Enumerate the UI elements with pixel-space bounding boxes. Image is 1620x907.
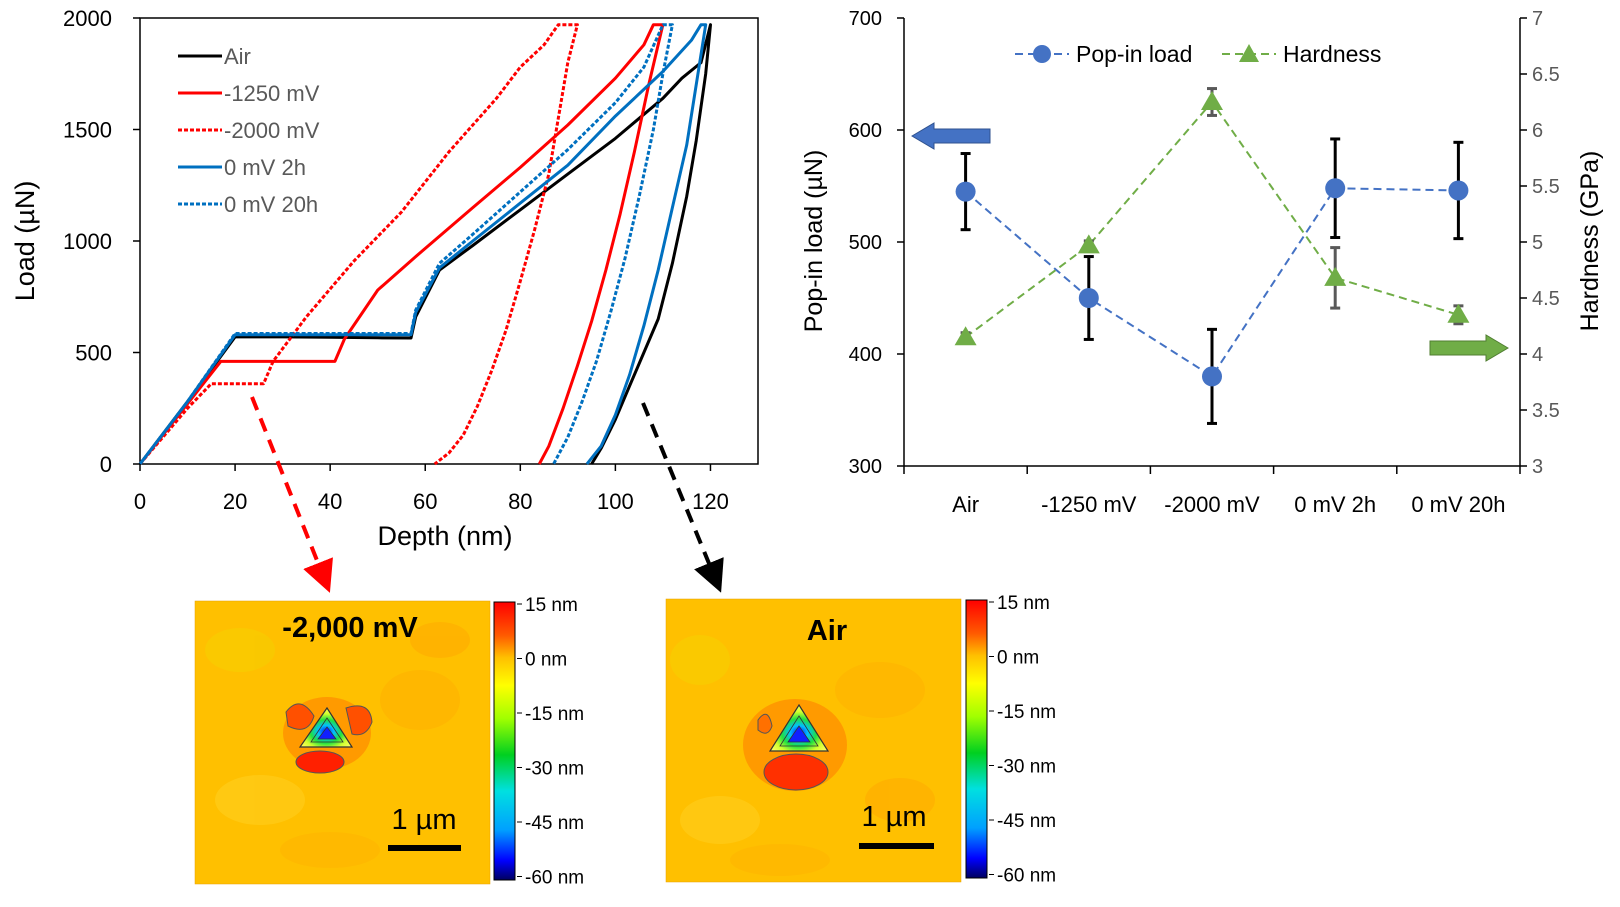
colorbar-label: 0 nm: [997, 648, 1039, 669]
colorbar-label: 15 nm: [525, 595, 578, 616]
scale-bar-label: 1 µm: [391, 804, 456, 836]
hardness-point: [1447, 303, 1470, 323]
hardness-line: [965, 100, 1459, 339]
colorbar-label: 15 nm: [997, 593, 1050, 614]
x-tick-label: 120: [692, 489, 729, 514]
popin-line: [964, 187, 1459, 378]
colorbar-label: -30 nm: [525, 759, 584, 780]
y-tick-label: 2000: [63, 6, 112, 31]
right-axis-arrow-icon: [1429, 334, 1509, 362]
hardness-point: [1201, 91, 1223, 110]
y-axis-label: Pop-in load (µN): [800, 150, 828, 333]
hardness-point: [1324, 266, 1347, 286]
y-tick-label: 500: [75, 341, 112, 366]
popin-point: [955, 181, 976, 202]
legend-label: Pop-in load: [1076, 41, 1192, 67]
y2-tick-label: 4.5: [1532, 288, 1560, 310]
x-tick-label: 0: [134, 489, 146, 514]
y2-tick-label: 7: [1532, 8, 1543, 30]
y-tick-label: 500: [849, 232, 882, 254]
colorbar: [493, 601, 516, 881]
y-tick-label: 0: [100, 452, 112, 477]
series-line-1: [138, 23, 665, 465]
hardness-point: [954, 326, 977, 346]
legend-label: -1250 mV: [224, 81, 320, 106]
y-tick-label: 300: [849, 456, 882, 478]
y2-tick-label: 5: [1532, 232, 1543, 254]
popin-point: [1078, 288, 1099, 308]
black-dashed-arrow: [641, 402, 724, 593]
legend-label: -2000 mV: [224, 118, 320, 143]
legend-label: 0 mV 2h: [224, 155, 306, 180]
afm-map-minus-2000: -2,000 mV 1 µm 15 nm 0 nm -15 nm -30 nm -45 …: [194, 595, 584, 889]
colorbar-label: -60 nm: [997, 866, 1056, 887]
colorbar-label: -30 nm: [997, 757, 1056, 778]
colorbar-label: -45 nm: [997, 811, 1056, 832]
hardness-point: [1077, 234, 1100, 254]
series-line-4: [138, 23, 674, 465]
popin-hardness-chart: 300 400 500 600 700 3 3.5 4 4.5 5 5.5 6 6.5 7 Air -1250…: [800, 8, 1604, 517]
colorbar: [965, 599, 988, 879]
x-tick-label: 100: [597, 489, 634, 514]
y-tick-label: 400: [849, 344, 882, 366]
x-axis-label: Depth (nm): [377, 521, 512, 551]
legend-label: 0 mV 20h: [224, 192, 318, 217]
afm-map-air: Air 1 µm 15 nm 0 nm -15 nm -30 nm -45 nm -60 …: [665, 593, 1056, 887]
y-axis-label: Load (µN): [10, 181, 40, 302]
y-tick-label: 1000: [63, 229, 112, 254]
category-label: Air: [952, 492, 979, 517]
popin-point: [1325, 178, 1346, 199]
series-line-2: [138, 23, 579, 466]
legend-marker: [1239, 44, 1259, 62]
category-label: 0 mV 2h: [1294, 492, 1376, 517]
legend-label: Air: [224, 44, 251, 69]
scale-bar: [388, 845, 461, 851]
popin-point: [1448, 180, 1469, 201]
y2-tick-label: 4: [1532, 344, 1543, 366]
x-tick-label: 60: [413, 489, 437, 514]
scale-bar: [859, 843, 934, 849]
y2-axis-label: Hardness (GPa): [1576, 151, 1604, 332]
colorbar-label: -45 nm: [525, 813, 584, 834]
afm-title: -2,000 mV: [282, 612, 418, 644]
y-tick-label: 700: [849, 8, 882, 30]
popin-point: [1202, 366, 1222, 387]
colorbar-label: -60 nm: [525, 868, 584, 889]
colorbar-label: -15 nm: [997, 702, 1056, 723]
legend-marker: [1033, 45, 1051, 63]
category-label: 0 mV 20h: [1411, 492, 1505, 517]
colorbar-label: -15 nm: [525, 704, 584, 725]
series-line-0: [138, 23, 712, 465]
afm-title: Air: [807, 615, 847, 647]
category-label: -2000 mV: [1164, 492, 1260, 517]
y-tick-label: 1500: [63, 118, 112, 143]
y2-tick-label: 6: [1532, 120, 1543, 142]
category-label: -1250 mV: [1041, 492, 1137, 517]
y2-tick-label: 3: [1532, 456, 1543, 478]
x-tick-label: 40: [318, 489, 342, 514]
y2-tick-label: 5.5: [1532, 176, 1560, 198]
y2-tick-label: 6.5: [1532, 64, 1560, 86]
load-depth-chart: 0 20 40 60 80 100 120 0 500 1000 1500 2000 Air -125…: [10, 6, 759, 551]
y-tick-label: 600: [849, 120, 882, 142]
legend-label: Hardness: [1283, 41, 1381, 67]
left-axis-arrow-icon: [911, 122, 991, 150]
scale-bar-label: 1 µm: [861, 801, 926, 833]
colorbar-label: 0 nm: [525, 650, 567, 671]
red-dashed-arrow: [250, 396, 333, 593]
x-tick-label: 20: [223, 489, 247, 514]
x-tick-label: 80: [508, 489, 532, 514]
y2-tick-label: 3.5: [1532, 400, 1560, 422]
